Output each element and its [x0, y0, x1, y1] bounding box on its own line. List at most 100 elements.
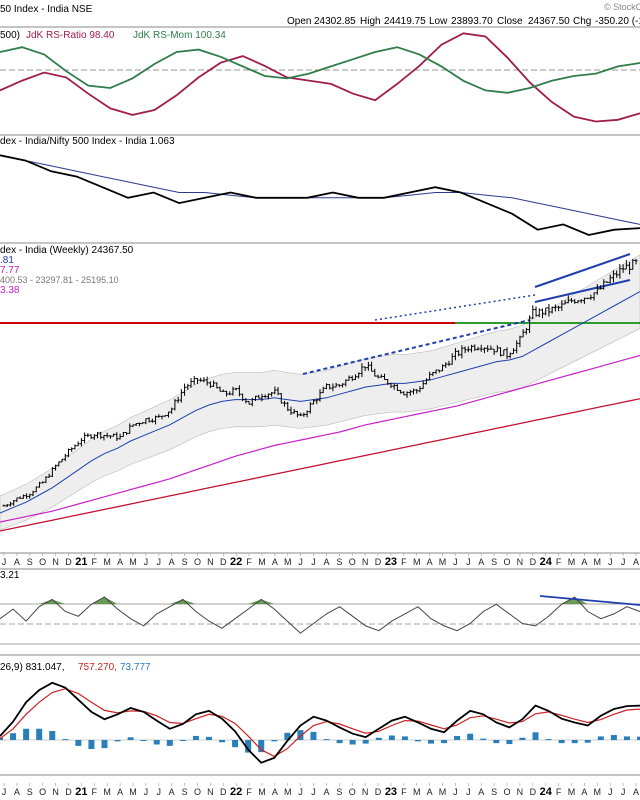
ohlc-bar: [324, 383, 328, 390]
x-tick-label: 24: [540, 556, 553, 568]
ohlc-bar: [128, 423, 132, 434]
ohlc-open: 24302.85: [314, 16, 356, 27]
macd-hist-bar: [441, 740, 448, 744]
ohlc-bar: [560, 300, 564, 311]
rsi-fill-segment: [169, 599, 183, 604]
ohlc-bar: [263, 394, 267, 398]
x-tick-label: F: [92, 787, 98, 797]
macd-hist-bar: [637, 736, 640, 740]
ohlc-open-label: Open: [287, 16, 311, 27]
macd-hist-bar: [519, 737, 526, 740]
ohlc-bar: [550, 306, 554, 314]
x-tick-label: 24: [540, 786, 553, 798]
ohlc-bar: [405, 391, 409, 398]
trend-resistance-dotted: [374, 294, 536, 321]
ohlc-bar: [224, 390, 228, 397]
ohlc-bar: [25, 493, 29, 499]
x-tick-label: A: [169, 787, 175, 797]
ohlc-bar: [125, 431, 129, 436]
macd-hist-bar: [545, 739, 552, 741]
rsi-legend: 3.21: [0, 570, 20, 581]
ohlc-bar: [241, 393, 245, 402]
x-tick-label: A: [14, 557, 20, 567]
x-tick-label: M: [103, 557, 111, 567]
rrg-panel: 500) JdK RS-Ratio 98.40 JdK RS-Mom 100.3…: [0, 30, 640, 123]
ohlc-bar: [341, 383, 345, 388]
ohlc-bar: [492, 348, 496, 355]
ohlc-bar: [579, 299, 583, 304]
ohlc-bar: [186, 383, 190, 390]
channel-upper: [534, 253, 631, 288]
ohlc-bar: [299, 412, 303, 417]
ohlc-bar: [457, 350, 461, 357]
x-tick-label: 23: [385, 786, 397, 798]
ohlc-bar: [528, 315, 532, 334]
ohlc-bar: [444, 362, 448, 368]
x-tick-label: M: [129, 787, 137, 797]
price-legend: dex - India (Weekly) 24367.50: [0, 245, 134, 256]
ohlc-bar: [495, 345, 499, 353]
ohlc-low-label: Low: [429, 16, 448, 27]
x-tick-label: J: [466, 787, 471, 797]
x-tick-label: O: [504, 787, 511, 797]
ohlc-bar: [595, 284, 599, 295]
x-axis-bottom: J A S O N D 21 F M A M J J A S O N D 22 F M A M J J A S O N D 23 F M A M J J…: [2, 783, 639, 798]
ohlc-bar: [453, 348, 457, 361]
x-tick-label: M: [568, 557, 576, 567]
x-tick-label: F: [556, 557, 562, 567]
ohlc-bar: [347, 375, 351, 381]
ohlc-bar: [289, 406, 293, 415]
x-tick-label: N: [52, 787, 59, 797]
x-tick-label: S: [336, 787, 342, 797]
x-tick-label: S: [182, 557, 188, 567]
ohlc-close: 24367.50: [528, 16, 570, 27]
ohlc-bar: [499, 347, 503, 357]
ohlc-bar: [428, 371, 432, 381]
ohlc-bar: [228, 391, 232, 396]
ohlc-bar: [366, 361, 370, 371]
ohlc-bar: [257, 394, 261, 399]
rrg-legend-ratio: JdK RS-Ratio 98.40: [26, 30, 115, 41]
ohlc-bar: [137, 422, 141, 427]
ohlc-bar: [208, 381, 212, 389]
ohlc-bar: [160, 415, 164, 420]
x-tick-label: O: [39, 557, 46, 567]
ohlc-bar: [470, 344, 474, 353]
macd-hist-bar: [10, 733, 17, 740]
x-tick-label: F: [556, 787, 562, 797]
ohlc-bar: [489, 345, 493, 350]
x-tick-label: A: [117, 787, 123, 797]
ohlc-bar: [392, 383, 396, 390]
macd-hist-bar: [401, 736, 408, 740]
x-tick-label: S: [27, 557, 33, 567]
ohlc-bar: [47, 473, 51, 478]
panel-frames: [0, 26, 640, 776]
ohlc-bar: [357, 372, 361, 379]
macd-panel: 26,9) 831.047, 757.270, 73.777: [0, 662, 640, 764]
macd-hist-bar: [284, 732, 291, 740]
macd-hist-bar: [623, 736, 630, 740]
ohlc-bar: [260, 393, 264, 402]
ohlc-bar: [8, 501, 12, 507]
ohlc-bar: [386, 379, 390, 385]
ohlc-bar: [576, 300, 580, 304]
rsi-fill-segment: [248, 599, 262, 604]
ohlc-bar: [476, 346, 480, 351]
x-tick-label: M: [284, 787, 292, 797]
macd-hist-bar: [493, 740, 500, 744]
ohlc-bar: [308, 402, 312, 414]
price-ma3-legend: 3.38: [0, 285, 20, 296]
x-tick-label: F: [246, 557, 252, 567]
ohlc-bar: [92, 434, 96, 440]
macd-hist-bar: [166, 740, 173, 746]
macd-hist-bar: [75, 740, 82, 746]
x-tick-label: J: [311, 787, 316, 797]
x-tick-label: O: [194, 787, 201, 797]
x-tick-label: J: [621, 557, 626, 567]
rrg-legend-mom: JdK RS-Mom 100.34: [133, 30, 226, 41]
ohlc-bar: [450, 353, 454, 365]
macd-hist-bar: [349, 740, 356, 745]
x-tick-label: J: [298, 787, 303, 797]
ohlc-bar: [163, 415, 167, 417]
x-tick-label: A: [427, 787, 433, 797]
